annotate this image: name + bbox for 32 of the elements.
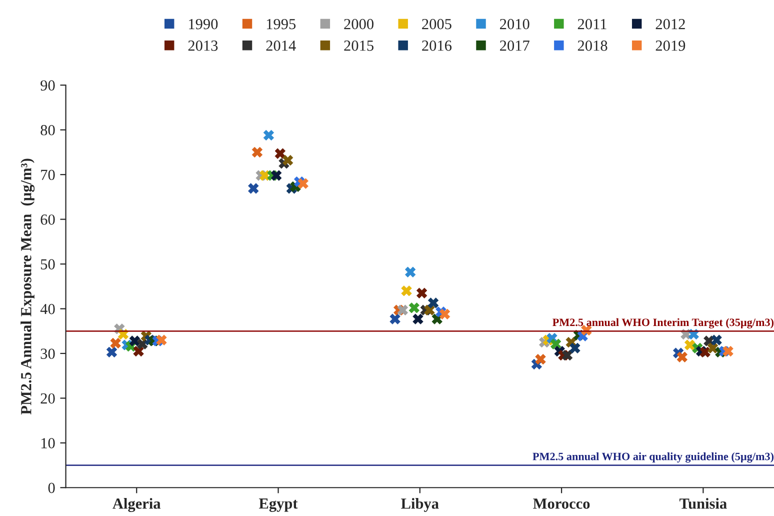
legend-label: 2015 bbox=[344, 40, 374, 51]
legend-label: 2012 bbox=[656, 18, 685, 30]
y-tick-label: 20 bbox=[40, 393, 55, 404]
y-tick-label: 60 bbox=[40, 214, 55, 225]
ref-line-label: PM2.5 annual WHO air quality guideline (5µg/m3) bbox=[532, 452, 774, 463]
legend-label: 2011 bbox=[578, 18, 606, 30]
legend-label: 2000 bbox=[344, 18, 374, 30]
x-tick-label: Libya bbox=[401, 498, 439, 512]
legend-label: 2005 bbox=[422, 18, 452, 30]
x-tick-label: Tunisia bbox=[679, 498, 727, 509]
y-tick-label: 40 bbox=[40, 304, 55, 314]
ref-line-label: PM2.5 annual WHO Interim Target (35µg/m3) bbox=[552, 318, 774, 328]
x-tick-label: Egypt bbox=[258, 498, 298, 512]
x-tick-label: Algeria bbox=[112, 498, 161, 512]
y-tick-label: 80 bbox=[40, 125, 55, 136]
legend-label: 2013 bbox=[188, 40, 218, 51]
y-tick-label: 50 bbox=[40, 259, 55, 270]
legend-label: 2016 bbox=[422, 40, 452, 51]
legend-label: 2014 bbox=[266, 40, 296, 51]
y-tick-label: 70 bbox=[41, 170, 55, 180]
y-tick-label: 10 bbox=[41, 438, 55, 448]
legend-label: 2017 bbox=[500, 40, 530, 51]
legend-label: 1990 bbox=[189, 18, 218, 30]
legend-label: 2018 bbox=[578, 40, 608, 51]
y-tick-label: 0 bbox=[48, 482, 55, 494]
legend-label: 2019 bbox=[656, 40, 686, 51]
y-tick-label: 30 bbox=[40, 348, 55, 359]
y-axis-title: PM2.5 Annual Exposure Mean (µg/m³) bbox=[20, 158, 35, 414]
legend-label: 1995 bbox=[266, 18, 296, 30]
y-tick-label: 90 bbox=[40, 80, 55, 91]
legend-label: 2010 bbox=[500, 18, 530, 30]
x-tick-label: Morocco bbox=[533, 498, 590, 509]
